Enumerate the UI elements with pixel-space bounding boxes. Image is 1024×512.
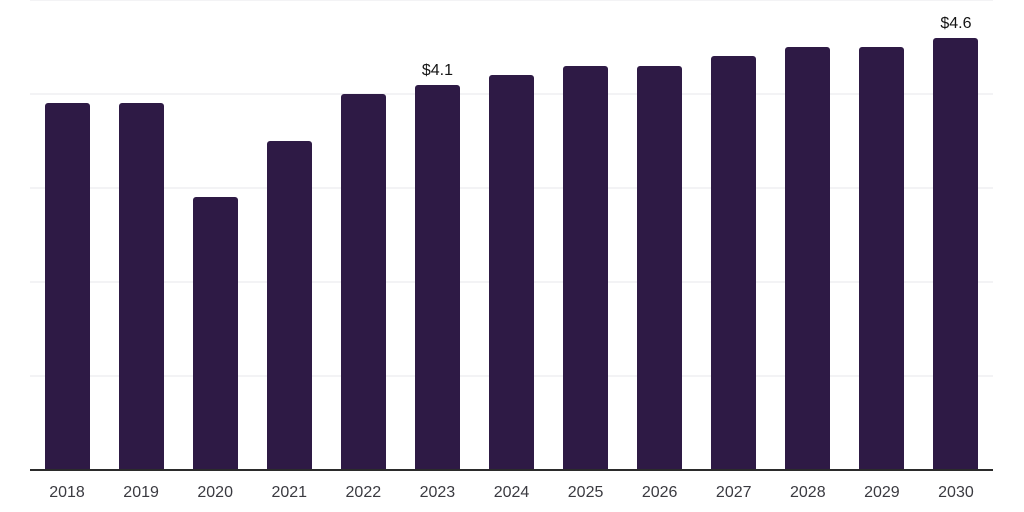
value-label-2023: $4.1 bbox=[421, 62, 453, 79]
bar-2028 bbox=[785, 47, 831, 470]
x-axis-label-2027: 2027 bbox=[715, 484, 752, 501]
bar-2022 bbox=[340, 94, 386, 470]
bar-2021 bbox=[266, 141, 312, 470]
x-axis-label-2023: 2023 bbox=[419, 484, 456, 501]
bar-2027 bbox=[711, 56, 757, 470]
x-axis-label-2026: 2026 bbox=[641, 484, 678, 501]
gridline bbox=[30, 0, 993, 1]
bar-2030 bbox=[933, 38, 979, 470]
bar-2023 bbox=[414, 85, 460, 470]
x-axis-label-2025: 2025 bbox=[567, 484, 604, 501]
bar-2018 bbox=[44, 103, 90, 470]
bar-2026 bbox=[637, 66, 683, 470]
x-axis-label-2022: 2022 bbox=[345, 484, 382, 501]
bar-2024 bbox=[489, 75, 534, 470]
x-axis-label-2028: 2028 bbox=[790, 484, 826, 501]
value-label-2030: $4.6 bbox=[940, 15, 972, 32]
bar-2020 bbox=[192, 197, 238, 470]
bar-2025 bbox=[563, 66, 609, 470]
x-axis-label-2029: 2029 bbox=[864, 484, 900, 501]
x-axis-label-2020: 2020 bbox=[197, 484, 233, 501]
x-axis-label-2030: 2030 bbox=[938, 484, 974, 501]
x-axis-line bbox=[30, 469, 993, 471]
x-axis-label-2021: 2021 bbox=[271, 484, 308, 501]
bar-2019 bbox=[118, 103, 164, 470]
bar-2029 bbox=[859, 47, 905, 470]
x-axis-label-2019: 2019 bbox=[123, 484, 159, 501]
x-axis-label-2024: 2024 bbox=[493, 484, 530, 501]
x-axis-label-2018: 2018 bbox=[49, 484, 85, 501]
